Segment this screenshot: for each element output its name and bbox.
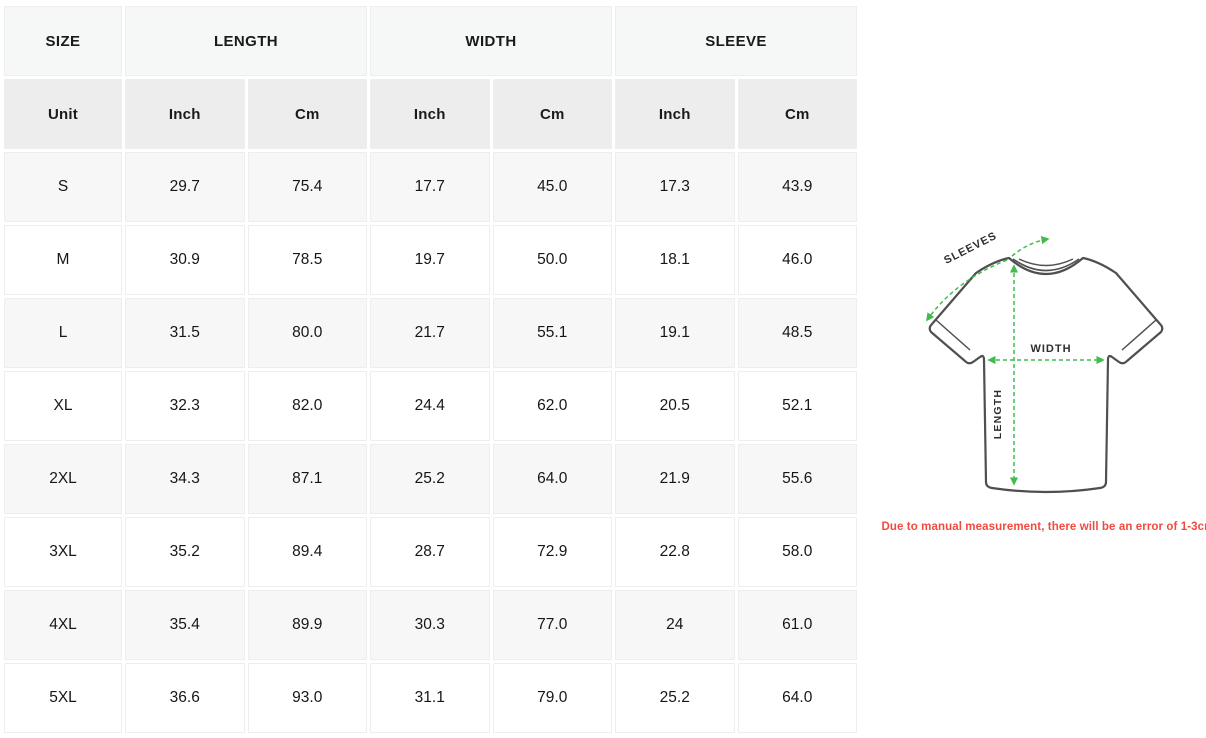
table-row: M 30.9 78.5 19.7 50.0 18.1 46.0 — [4, 225, 857, 295]
cell: 35.2 — [125, 517, 245, 587]
tshirt-measurement-diagram: SLEEVES WIDTH LENGTH — [896, 218, 1196, 538]
cell: 22.8 — [615, 517, 735, 587]
width-label: WIDTH — [1030, 343, 1071, 355]
cell: 29.7 — [125, 152, 245, 222]
unit-header-cell: Cm — [247, 79, 367, 149]
cell: 55.1 — [492, 298, 612, 368]
cell: 20.5 — [615, 371, 735, 441]
cell: 25.2 — [615, 663, 735, 733]
table-row: S 29.7 75.4 17.7 45.0 17.3 43.9 — [4, 152, 857, 222]
cell: 34.3 — [125, 444, 245, 514]
cell: 55.6 — [737, 444, 857, 514]
cell: 72.9 — [492, 517, 612, 587]
cell: 46.0 — [737, 225, 857, 295]
table-row: 2XL 34.3 87.1 25.2 64.0 21.9 55.6 — [4, 444, 857, 514]
size-chart-table: SIZE LENGTH WIDTH SLEEVE Unit Inch Cm In… — [1, 3, 860, 736]
size-cell: 4XL — [4, 590, 122, 660]
cell: 25.2 — [370, 444, 490, 514]
cell: 62.0 — [492, 371, 612, 441]
sleeves-arrow-down — [926, 259, 1008, 322]
cell: 75.4 — [247, 152, 367, 222]
cell: 50.0 — [492, 225, 612, 295]
cell: 32.3 — [125, 371, 245, 441]
cell: 24 — [615, 590, 735, 660]
cell: 21.9 — [615, 444, 735, 514]
sleeves-arrow-up — [1011, 235, 1050, 257]
unit-header-cell: Inch — [125, 79, 245, 149]
table-row: L 31.5 80.0 21.7 55.1 19.1 48.5 — [4, 298, 857, 368]
cell: 61.0 — [737, 590, 857, 660]
unit-header-cell: Cm — [737, 79, 857, 149]
right-cuff-line — [1121, 319, 1157, 351]
tshirt-outline-graphic — [928, 256, 1164, 494]
table-row: 4XL 35.4 89.9 30.3 77.0 24 61.0 — [4, 590, 857, 660]
size-cell: 3XL — [4, 517, 122, 587]
cell: 82.0 — [247, 371, 367, 441]
cell: 89.9 — [247, 590, 367, 660]
cell: 64.0 — [737, 663, 857, 733]
unit-header-cell: Inch — [615, 79, 735, 149]
measurement-note: Due to manual measurement, there will be… — [881, 521, 1206, 533]
unit-header-cell: Cm — [492, 79, 612, 149]
table-row: 3XL 35.2 89.4 28.7 72.9 22.8 58.0 — [4, 517, 857, 587]
length-label: LENGTH — [992, 389, 1004, 439]
cell: 17.7 — [370, 152, 490, 222]
unit-header-cell: Unit — [4, 79, 122, 149]
collar-rib-line — [1012, 258, 1080, 272]
cell: 19.1 — [615, 298, 735, 368]
size-cell: S — [4, 152, 122, 222]
column-header-sleeve: SLEEVE — [615, 6, 857, 76]
tshirt-diagram-svg: SLEEVES WIDTH LENGTH — [926, 230, 1164, 494]
cell: 21.7 — [370, 298, 490, 368]
cell: 18.1 — [615, 225, 735, 295]
left-cuff-line — [935, 319, 971, 351]
cell: 58.0 — [737, 517, 857, 587]
cell: 78.5 — [247, 225, 367, 295]
cell: 79.0 — [492, 663, 612, 733]
size-cell: L — [4, 298, 122, 368]
table-row: 5XL 36.6 93.0 31.1 79.0 25.2 64.0 — [4, 663, 857, 733]
cell: 52.1 — [737, 371, 857, 441]
cell: 45.0 — [492, 152, 612, 222]
cell: 77.0 — [492, 590, 612, 660]
cell: 93.0 — [247, 663, 367, 733]
cell: 31.5 — [125, 298, 245, 368]
sleeves-label: SLEEVES — [942, 230, 999, 267]
cell: 80.0 — [247, 298, 367, 368]
size-cell: XL — [4, 371, 122, 441]
cell: 30.3 — [370, 590, 490, 660]
cell: 48.5 — [737, 298, 857, 368]
cell: 89.4 — [247, 517, 367, 587]
cell: 28.7 — [370, 517, 490, 587]
column-header-size: SIZE — [4, 6, 122, 76]
cell: 19.7 — [370, 225, 490, 295]
cell: 43.9 — [737, 152, 857, 222]
cell: 24.4 — [370, 371, 490, 441]
unit-header-cell: Inch — [370, 79, 490, 149]
cell: 17.3 — [615, 152, 735, 222]
table-group-header-row: SIZE LENGTH WIDTH SLEEVE — [4, 6, 857, 76]
column-header-width: WIDTH — [370, 6, 612, 76]
cell: 35.4 — [125, 590, 245, 660]
cell: 30.9 — [125, 225, 245, 295]
collar-rim-line — [1018, 258, 1074, 267]
column-header-length: LENGTH — [125, 6, 367, 76]
size-cell: 5XL — [4, 663, 122, 733]
size-cell: M — [4, 225, 122, 295]
table-unit-header-row: Unit Inch Cm Inch Cm Inch Cm — [4, 79, 857, 149]
size-cell: 2XL — [4, 444, 122, 514]
cell: 31.1 — [370, 663, 490, 733]
cell: 64.0 — [492, 444, 612, 514]
cell: 36.6 — [125, 663, 245, 733]
cell: 87.1 — [247, 444, 367, 514]
table-row: XL 32.3 82.0 24.4 62.0 20.5 52.1 — [4, 371, 857, 441]
